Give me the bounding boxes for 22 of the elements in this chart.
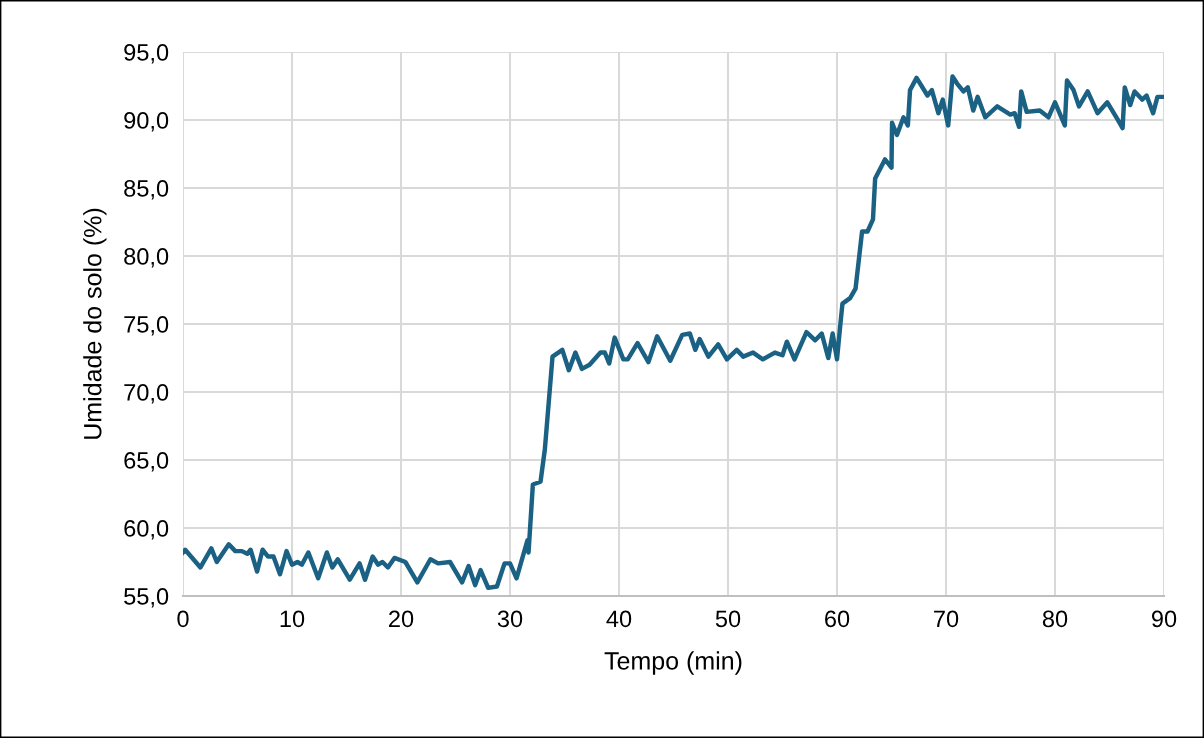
y-tick-label: 65,0	[124, 452, 169, 472]
x-tick-label: 10	[280, 610, 305, 628]
y-tick-label: 80,0	[124, 248, 169, 268]
line-series	[183, 74, 1164, 591]
y-tick-label: 90,0	[124, 112, 169, 132]
x-tick-label: 90	[1151, 610, 1177, 628]
x-tick-label: 80	[1042, 610, 1068, 628]
x-tick-label: 70	[934, 610, 959, 628]
y-tick-label: 75,0	[124, 316, 169, 336]
x-tick-label: 50	[715, 610, 741, 628]
x-tick-label: 20	[389, 610, 414, 628]
y-tick-label: 70,0	[124, 384, 169, 404]
y-tick-label: 60,0	[124, 520, 169, 540]
y-tick-label: 95,0	[124, 44, 169, 64]
x-axis-title: Tempo (min)	[604, 651, 742, 675]
y-axis-title: Umidade do solo (%)	[83, 208, 107, 439]
x-tick-label: 30	[497, 610, 523, 628]
y-tick-label: 55,0	[124, 588, 169, 608]
x-tick-label: 60	[825, 610, 850, 628]
x-tick-label: 0	[177, 610, 189, 628]
x-tick-label: 40	[606, 610, 632, 628]
y-tick-label: 85,0	[124, 180, 169, 200]
